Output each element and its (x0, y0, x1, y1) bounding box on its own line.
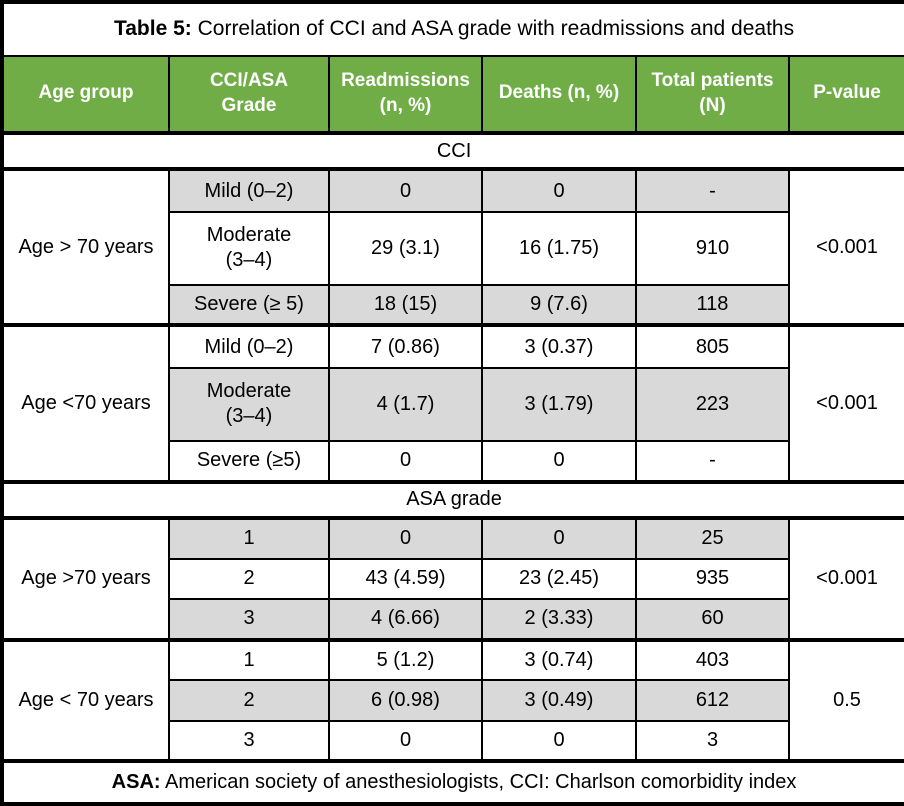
total-patients-cell: 25 (635, 517, 790, 560)
table-title-number: Table 5: (113, 17, 192, 41)
deaths-cell: 23 (2.45) (481, 557, 637, 601)
total-patients-cell: 60 (635, 598, 790, 641)
deaths-cell: 3 (1.79) (481, 366, 637, 442)
total-patients-cell: 3 (635, 719, 790, 763)
grade-cell: 1 (168, 517, 330, 560)
column-header-deaths: Deaths (n, %) (481, 54, 637, 135)
deaths-cell: 3 (0.74) (481, 637, 637, 682)
age-group-cell: Age < 70 years (1, 637, 170, 763)
column-header-readmissions: Readmissions (n, %) (328, 54, 483, 135)
readmissions-cell: 5 (1.2) (328, 637, 483, 682)
age-group-cell: Age > 70 years (1, 168, 170, 327)
readmissions-cell: 4 (1.7) (328, 366, 483, 442)
footnote-abbreviation: ASA: (111, 771, 161, 794)
grade-cell: 1 (168, 637, 330, 682)
readmissions-cell: 0 (328, 517, 483, 560)
total-patients-cell: 805 (635, 323, 790, 369)
grade-cell: Severe (≥5) (168, 439, 330, 483)
footnote: ASA: American society of anesthesiologis… (0, 759, 904, 805)
total-patients-cell: 612 (635, 679, 790, 722)
grade-cell: Mild (0–2) (168, 168, 330, 213)
grade-cell: Moderate (3–4) (168, 366, 330, 442)
readmissions-cell: 4 (6.66) (328, 598, 483, 641)
p-value-cell: 0.5 (787, 637, 904, 763)
grade-cell: 3 (168, 598, 330, 641)
grade-cell: 2 (168, 557, 330, 601)
footnote-text: American society of anesthesiologists, C… (160, 771, 797, 794)
deaths-cell: 2 (3.33) (481, 598, 637, 641)
readmissions-cell: 0 (328, 719, 483, 763)
section-header-cci: CCI (0, 130, 904, 172)
deaths-cell: 16 (1.75) (481, 210, 637, 286)
grade-cell: 2 (168, 679, 330, 722)
grade-cell: Severe (≥ 5) (168, 283, 330, 327)
total-patients-cell: 935 (635, 557, 790, 601)
total-patients-cell: 403 (635, 637, 790, 682)
column-header-grade: CCI/ASA Grade (168, 54, 330, 135)
deaths-cell: 3 (0.49) (481, 679, 637, 722)
age-group-cell: Age >70 years (1, 517, 170, 641)
p-value-cell: <0.001 (787, 168, 904, 327)
readmissions-cell: 7 (0.86) (328, 323, 483, 369)
total-patients-cell: - (635, 439, 790, 483)
column-header-total-patients: Total patients (N) (635, 54, 790, 135)
readmissions-cell: 18 (15) (328, 283, 483, 327)
grade-cell: Moderate (3–4) (168, 210, 330, 286)
deaths-cell: 0 (481, 439, 637, 483)
readmissions-cell: 43 (4.59) (328, 557, 483, 601)
deaths-cell: 9 (7.6) (481, 283, 637, 327)
readmissions-cell: 0 (328, 439, 483, 483)
readmissions-cell: 29 (3.1) (328, 210, 483, 286)
total-patients-cell: - (635, 168, 790, 213)
p-value-cell: <0.001 (787, 517, 904, 641)
deaths-cell: 0 (481, 517, 637, 560)
grade-cell: Mild (0–2) (168, 323, 330, 369)
column-header-age-group: Age group (1, 54, 170, 135)
column-header-p-value: P-value (787, 54, 904, 135)
grade-cell: 3 (168, 719, 330, 763)
deaths-cell: 3 (0.37) (481, 323, 637, 369)
deaths-cell: 0 (481, 168, 637, 213)
readmissions-cell: 6 (0.98) (328, 679, 483, 722)
p-value-cell: <0.001 (787, 323, 904, 483)
table-title: Table 5: Correlation of CCI and ASA grad… (0, 1, 904, 57)
readmissions-cell: 0 (328, 168, 483, 213)
table-title-text: Correlation of CCI and ASA grade with re… (191, 17, 795, 41)
total-patients-cell: 910 (635, 210, 790, 286)
section-header-asa: ASA grade (0, 479, 904, 521)
total-patients-cell: 223 (635, 366, 790, 442)
age-group-cell: Age <70 years (1, 323, 170, 483)
deaths-cell: 0 (481, 719, 637, 763)
total-patients-cell: 118 (635, 283, 790, 327)
